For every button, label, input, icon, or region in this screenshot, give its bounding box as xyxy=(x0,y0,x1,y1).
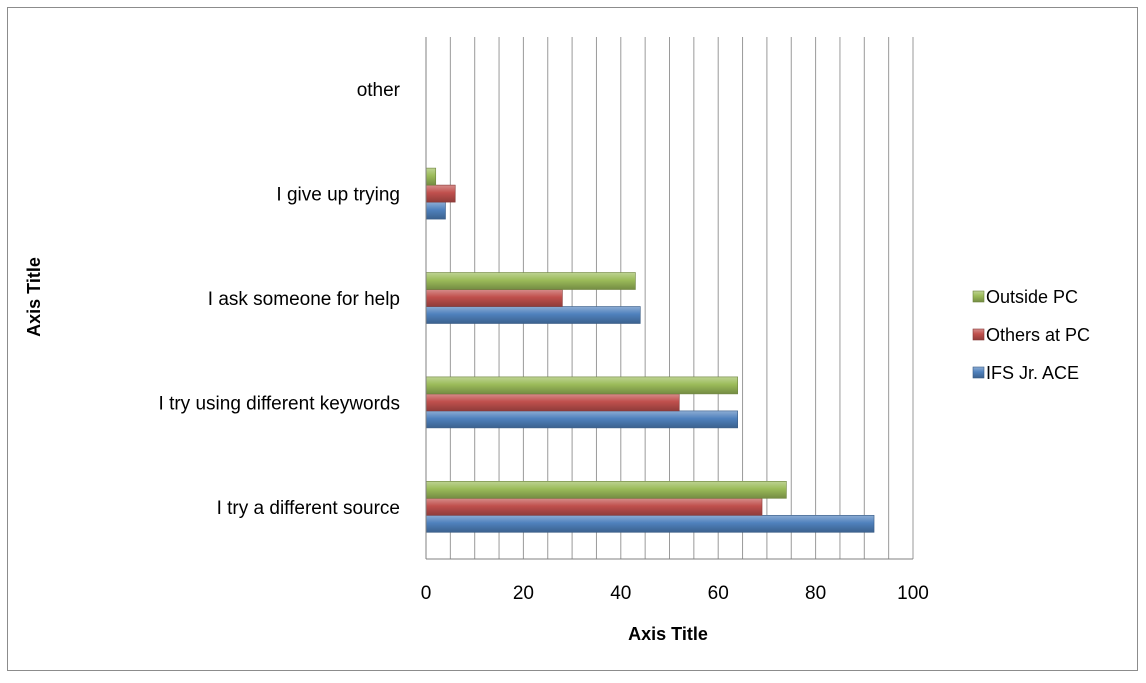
x-tick-label: 80 xyxy=(805,583,826,604)
x-axis-title: Axis Title xyxy=(628,624,708,644)
bar xyxy=(425,514,875,533)
bar xyxy=(425,306,641,324)
y-axis-title: Axis Title xyxy=(24,257,44,337)
legend-label: IFS Jr. ACE xyxy=(986,363,1079,383)
bar xyxy=(425,184,456,203)
bar xyxy=(425,376,738,395)
bar xyxy=(425,167,437,186)
x-tick-label: 0 xyxy=(421,583,432,604)
bars xyxy=(425,167,875,533)
gridlines xyxy=(449,37,914,559)
x-tick-label: 40 xyxy=(610,583,631,604)
category-label: I ask someone for help xyxy=(208,289,400,310)
bar xyxy=(425,201,446,220)
bar xyxy=(425,272,636,290)
legend: Outside PC Others at PC IFS Jr. ACE xyxy=(972,287,1090,383)
legend-item: IFS Jr. ACE xyxy=(972,363,1079,383)
legend-item: Others at PC xyxy=(972,325,1090,345)
category-label: I try a different source xyxy=(217,498,400,519)
bar xyxy=(425,289,563,307)
bar xyxy=(425,497,763,516)
axes xyxy=(425,37,913,560)
x-tick-label: 60 xyxy=(708,583,729,604)
category-label: other xyxy=(357,80,401,101)
tick-labels: 0 20 40 60 80 100 xyxy=(421,583,929,604)
legend-swatch xyxy=(972,328,985,341)
bar xyxy=(425,410,738,429)
bar xyxy=(425,393,680,412)
legend-swatch xyxy=(972,366,985,379)
x-tick-label: 20 xyxy=(513,583,534,604)
legend-item: Outside PC xyxy=(972,287,1078,307)
legend-label: Others at PC xyxy=(986,325,1090,345)
x-tick-label: 100 xyxy=(897,583,929,604)
legend-swatch xyxy=(972,290,985,303)
legend-label: Outside PC xyxy=(986,287,1078,307)
category-label: I give up trying xyxy=(276,185,400,206)
bar xyxy=(425,480,787,499)
category-labels: I try a different source I try using diff… xyxy=(159,80,401,519)
category-label: I try using different keywords xyxy=(159,393,400,414)
